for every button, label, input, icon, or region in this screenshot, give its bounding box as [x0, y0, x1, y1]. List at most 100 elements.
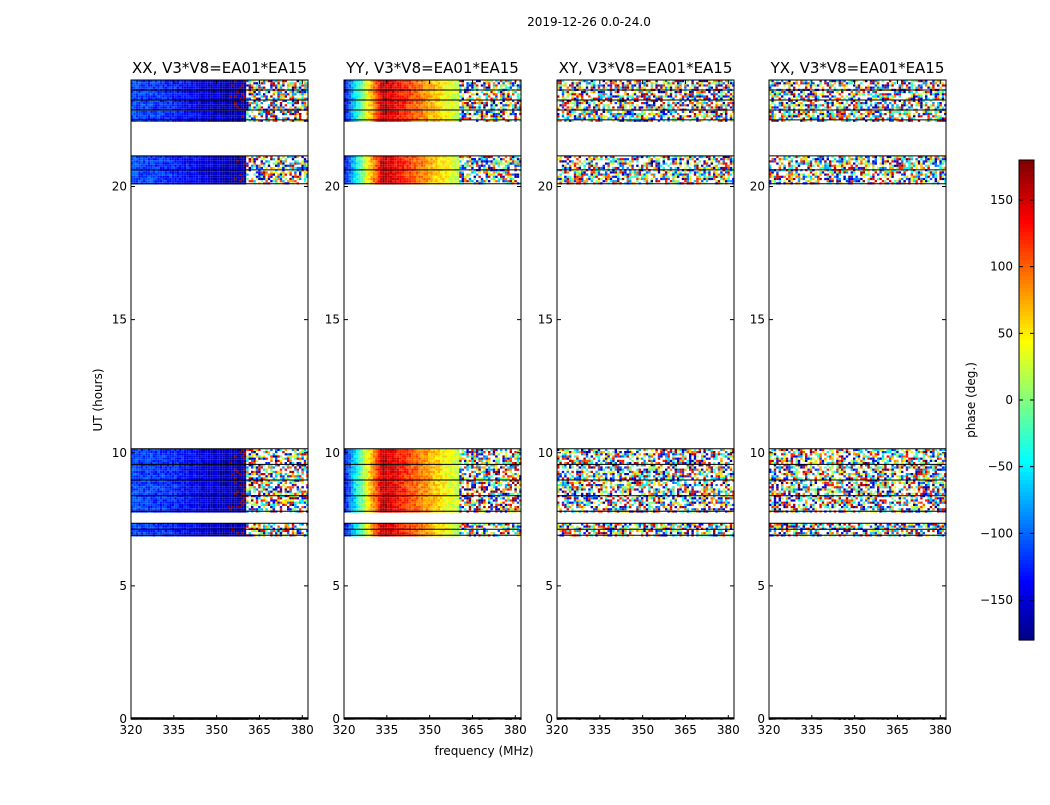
heatmap-cell: [215, 504, 217, 506]
heatmap-cell: [155, 471, 157, 473]
heatmap-cell: [483, 532, 485, 534]
heatmap-cell: [172, 178, 174, 180]
heatmap-cell: [198, 455, 200, 457]
heatmap-cell: [150, 471, 152, 473]
heatmap-cell: [225, 84, 227, 86]
heatmap-cell: [258, 466, 260, 468]
heatmap-cell: [263, 477, 265, 479]
heatmap-cell: [193, 163, 195, 165]
heatmap-cell: [153, 488, 155, 490]
heatmap-cell: [162, 473, 164, 475]
heatmap-cell: [203, 91, 205, 93]
heatmap-cell: [299, 532, 301, 534]
heatmap-cell: [205, 98, 207, 100]
heatmap-cell: [301, 84, 303, 86]
heatmap-cell: [251, 455, 253, 457]
heatmap-cell: [198, 84, 200, 86]
heatmap-cell: [205, 176, 207, 178]
heatmap-cell: [155, 502, 157, 504]
heatmap-cell: [273, 508, 275, 510]
heatmap-cell: [241, 180, 243, 182]
heatmap-cell: [145, 460, 147, 462]
heatmap-cell: [220, 174, 222, 176]
heatmap-cell: [246, 84, 248, 86]
heatmap-cell: [220, 504, 222, 506]
heatmap-cell: [148, 486, 150, 488]
heatmap-cell: [143, 84, 145, 86]
heatmap-cell: [162, 475, 164, 477]
heatmap-cell: [261, 115, 263, 117]
heatmap-cell: [198, 477, 200, 479]
heatmap-cell: [141, 488, 143, 490]
heatmap-cell: [143, 458, 145, 460]
heatmap-cell: [189, 497, 191, 499]
heatmap-cell: [201, 530, 203, 532]
heatmap-cell: [277, 93, 279, 95]
heatmap-cell: [201, 178, 203, 180]
heatmap-cell: [237, 469, 239, 471]
heatmap-cell: [251, 504, 253, 506]
heatmap-cell: [148, 453, 150, 455]
heatmap-cell: [177, 453, 179, 455]
heatmap-cell: [222, 460, 224, 462]
heatmap-cell: [251, 482, 253, 484]
heatmap-cell: [215, 178, 217, 180]
heatmap-cell: [287, 506, 289, 508]
heatmap-cell: [234, 482, 236, 484]
heatmap-cell: [289, 180, 291, 182]
heatmap-cell: [392, 530, 394, 532]
heatmap-cell: [225, 95, 227, 97]
heatmap-cell: [285, 526, 287, 528]
heatmap-cell: [244, 532, 246, 534]
heatmap-cell: [244, 167, 246, 169]
heatmap-cell: [174, 93, 176, 95]
heatmap-cell: [181, 526, 183, 528]
heatmap-cell: [282, 466, 284, 468]
heatmap-cell: [210, 466, 212, 468]
heatmap-cell: [273, 491, 275, 493]
heatmap-cell: [237, 82, 239, 84]
heatmap-cell: [222, 458, 224, 460]
heatmap-cell: [299, 491, 301, 493]
heatmap-cell: [141, 471, 143, 473]
heatmap-cell: [201, 475, 203, 477]
heatmap-cell: [167, 82, 169, 84]
heatmap-cell: [215, 473, 217, 475]
heatmap-cell: [162, 174, 164, 176]
heatmap-cell: [215, 484, 217, 486]
heatmap-cell: [229, 486, 231, 488]
heatmap-cell: [270, 530, 272, 532]
heatmap-cell: [227, 91, 229, 93]
heatmap-cell: [189, 508, 191, 510]
heatmap-cell: [153, 111, 155, 113]
heatmap-cell: [217, 502, 219, 504]
heatmap-cell: [213, 466, 215, 468]
heatmap-cell: [275, 102, 277, 104]
heatmap-cell: [189, 471, 191, 473]
heatmap-cell: [196, 460, 198, 462]
heatmap-cell: [222, 451, 224, 453]
heatmap-cell: [297, 530, 299, 532]
heatmap-cell: [172, 482, 174, 484]
heatmap-cell: [138, 91, 140, 93]
heatmap-cell: [256, 499, 258, 501]
heatmap-cell: [205, 82, 207, 84]
heatmap-cell: [471, 526, 473, 528]
heatmap-cell: [268, 117, 270, 119]
heatmap-cell: [143, 530, 145, 532]
heatmap-cell: [145, 165, 147, 167]
heatmap-cell: [193, 466, 195, 468]
heatmap-cell: [157, 176, 159, 178]
heatmap-cell: [244, 530, 246, 532]
heatmap-cell: [191, 499, 193, 501]
heatmap-cell: [273, 180, 275, 182]
heatmap-cell: [165, 95, 167, 97]
heatmap-cell: [452, 526, 454, 528]
heatmap-cell: [285, 499, 287, 501]
heatmap-cell: [253, 115, 255, 117]
heatmap-cell: [263, 82, 265, 84]
heatmap-cell: [189, 469, 191, 471]
heatmap-cell: [237, 506, 239, 508]
heatmap-cell: [210, 506, 212, 508]
heatmap-cell: [162, 462, 164, 464]
